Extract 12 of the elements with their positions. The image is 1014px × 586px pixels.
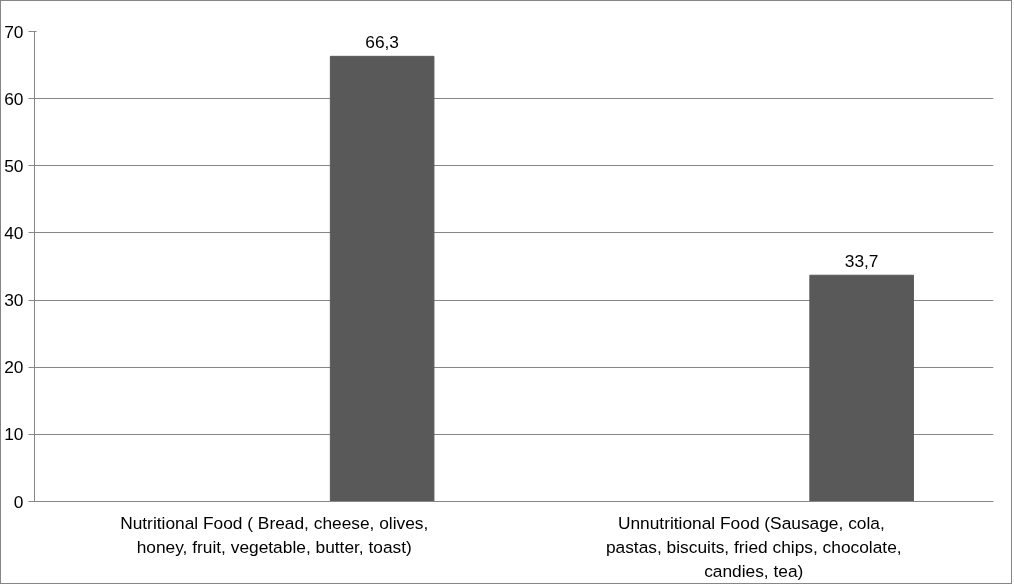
data-label: 33,7	[844, 251, 879, 272]
x-tick-label: Nutritional Food ( Bread, cheese, olives, honey, fruit, vegetable, butter, toast)	[120, 512, 429, 557]
y-tick-label: 70	[4, 21, 24, 42]
y-tick-label: 0	[13, 491, 24, 512]
y-tick-label: 30	[4, 290, 24, 311]
y-tick-label: 40	[4, 222, 24, 243]
data-label: 66,3	[365, 32, 400, 53]
y-tick-label: 60	[4, 88, 24, 109]
y-tick-label: 50	[4, 155, 24, 176]
x-tick-label: Unnutritional Food (Sausage, cola, pastas, biscuits, fried chips, chocolate, candies, tea)	[605, 512, 902, 581]
y-tick-label: 20	[4, 357, 24, 378]
y-tick-label: 10	[4, 424, 24, 445]
